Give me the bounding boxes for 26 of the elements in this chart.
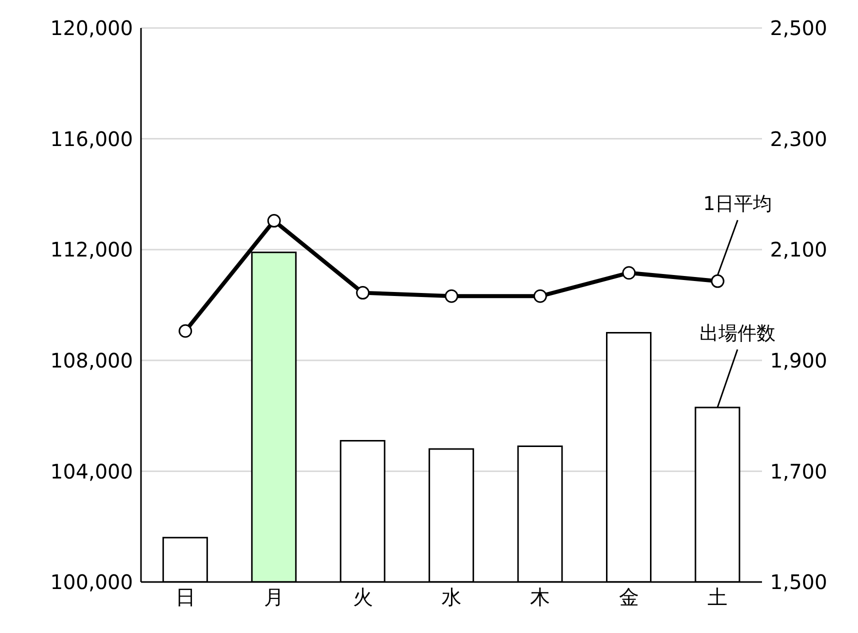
y-tick-label: 112,000 xyxy=(50,238,133,262)
x-tick-label: 日 xyxy=(175,585,196,610)
y-tick-label: 120,000 xyxy=(50,16,133,40)
x-tick-label: 水 xyxy=(442,585,462,610)
y2-tick-label: 2,500 xyxy=(770,16,828,40)
y2-tick-label: 2,100 xyxy=(770,238,828,262)
x-tick-label: 金 xyxy=(618,585,639,610)
point xyxy=(710,274,724,288)
y-tick-label: 116,000 xyxy=(50,126,133,151)
point xyxy=(444,289,458,303)
y2-tick-label: 1,500 xyxy=(770,570,828,594)
y2-tick-label: 2,300 xyxy=(770,126,828,151)
y2-tick-label: 1,700 xyxy=(770,459,828,484)
point xyxy=(356,286,370,300)
x-tick-label: 月 xyxy=(264,585,284,610)
y-tick-label: 108,000 xyxy=(50,348,133,372)
x-tick-label: 木 xyxy=(530,585,550,610)
y-tick-label: 100,000 xyxy=(50,570,133,594)
x-tick-label: 土 xyxy=(708,585,728,610)
point xyxy=(533,289,547,303)
x-tick-label: 火 xyxy=(352,585,373,610)
point xyxy=(267,214,281,228)
point xyxy=(178,324,192,338)
callout-pointer: 1日平均 xyxy=(703,193,772,276)
point xyxy=(622,266,636,280)
y-tick-label: 104,000 xyxy=(50,459,133,484)
